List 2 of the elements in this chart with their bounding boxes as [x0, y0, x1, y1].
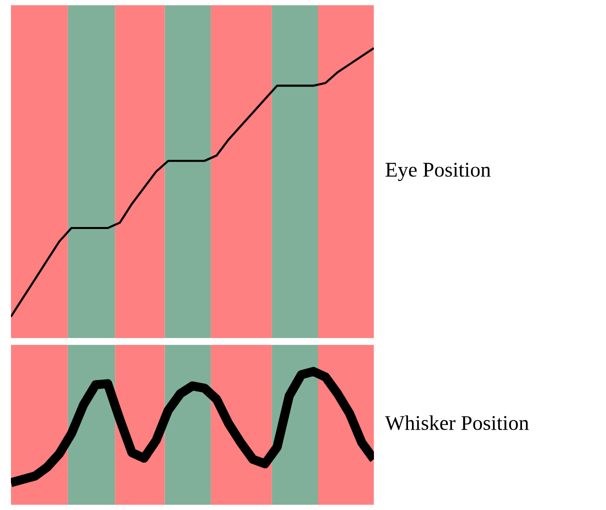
y-axis-title: Whisker Position: [385, 415, 529, 430]
y-axis-title: Eye Position: [386, 162, 491, 182]
